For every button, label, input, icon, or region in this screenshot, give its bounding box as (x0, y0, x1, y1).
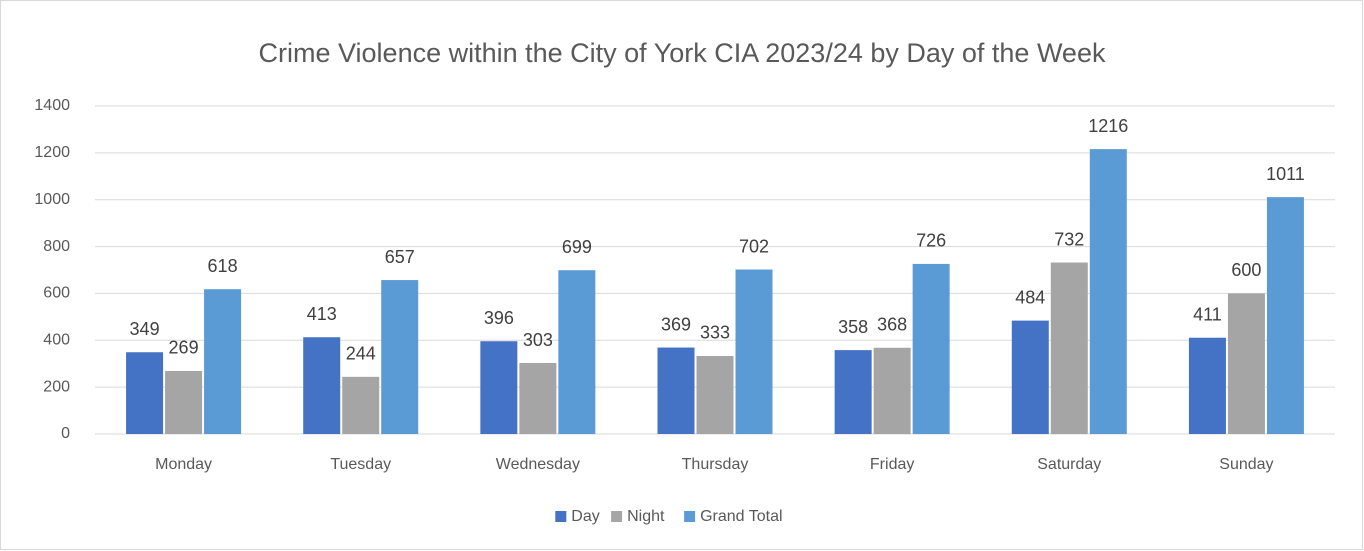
y-tick-label: 1400 (34, 97, 70, 114)
bar (342, 376, 380, 434)
data-label: 358 (838, 317, 868, 337)
data-label: 349 (130, 319, 160, 339)
bar (1188, 337, 1226, 434)
bar (1011, 320, 1049, 434)
bar (558, 270, 596, 434)
y-tick-label: 1000 (34, 191, 70, 208)
y-tick-label: 800 (43, 238, 70, 255)
bar (204, 289, 242, 434)
data-label: 1216 (1088, 116, 1128, 136)
x-tick-label: Friday (870, 456, 914, 473)
bar (735, 269, 773, 434)
data-label: 1011 (1266, 164, 1305, 184)
bar (303, 337, 341, 434)
data-label: 411 (1193, 304, 1222, 324)
bar (1227, 293, 1265, 434)
bar (696, 355, 734, 434)
data-label: 484 (1015, 287, 1045, 307)
legend-label: Day (571, 508, 599, 525)
legend-swatch (555, 511, 567, 522)
bar (834, 350, 872, 434)
bar (519, 363, 557, 434)
data-label: 699 (562, 237, 592, 257)
data-label: 333 (700, 323, 730, 343)
bar (381, 280, 419, 434)
y-tick-label: 1200 (34, 144, 70, 161)
data-label: 269 (169, 338, 199, 358)
bar (1266, 197, 1304, 434)
data-label: 303 (523, 330, 553, 350)
data-label: 413 (307, 304, 337, 324)
y-tick-label: 200 (43, 378, 70, 395)
y-tick-label: 0 (61, 425, 70, 442)
data-label: 726 (916, 231, 946, 251)
data-label: 732 (1054, 229, 1084, 249)
data-label: 368 (877, 315, 907, 335)
x-tick-label: Monday (155, 456, 212, 473)
y-tick-label: 400 (43, 332, 70, 349)
data-label: 702 (739, 236, 769, 256)
x-tick-label: Saturday (1037, 456, 1101, 473)
legend-label: Grand Total (700, 508, 782, 525)
data-label: 369 (661, 314, 691, 334)
data-label: 396 (484, 308, 514, 328)
legend-label: Night (627, 508, 665, 525)
bar (1089, 149, 1127, 434)
chart-title: Crime Violence within the City of York C… (259, 38, 1106, 68)
x-tick-label: Wednesday (496, 456, 580, 473)
bar (1050, 262, 1088, 434)
bar (873, 347, 911, 434)
x-tick-label: Thursday (682, 456, 749, 473)
bar (165, 370, 203, 434)
legend-swatch (611, 511, 623, 522)
bar (657, 347, 695, 434)
data-label: 618 (208, 256, 238, 276)
legend-swatch (684, 511, 696, 522)
bar (126, 352, 164, 434)
bar (480, 341, 518, 434)
x-tick-label: Sunday (1219, 456, 1273, 473)
data-label: 600 (1231, 260, 1261, 280)
y-tick-label: 600 (43, 285, 70, 302)
bar (912, 263, 950, 434)
x-tick-label: Tuesday (330, 456, 391, 473)
data-label: 657 (385, 247, 415, 267)
data-label: 244 (346, 344, 376, 364)
